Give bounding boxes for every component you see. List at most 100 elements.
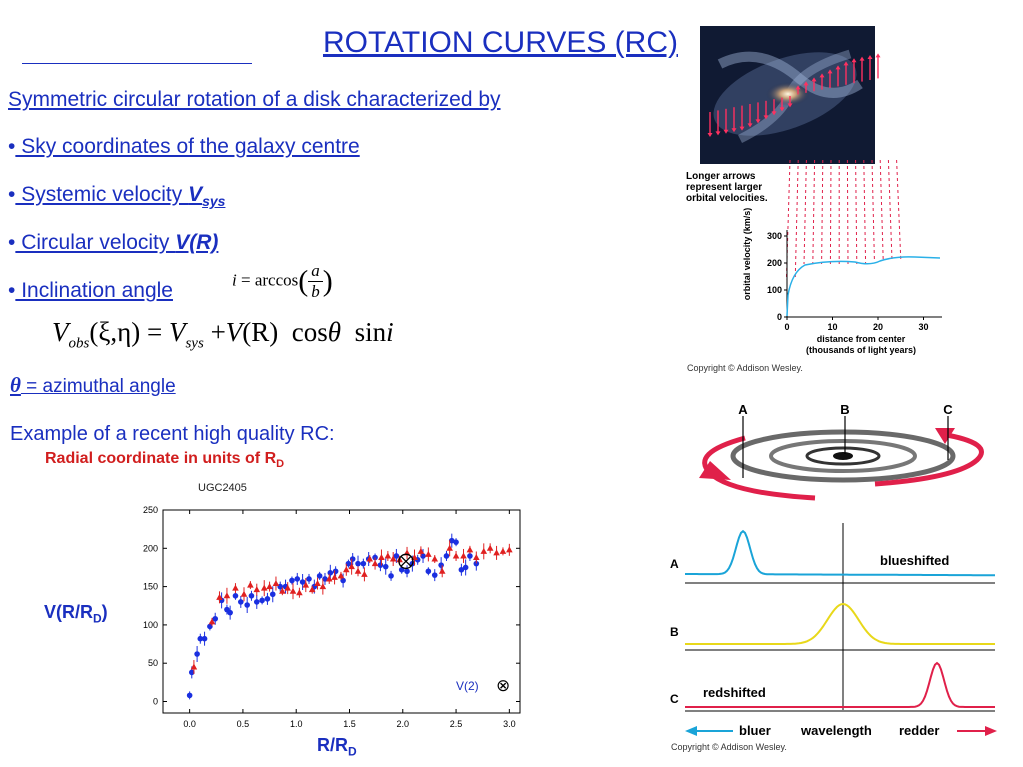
velocity-arrowhead <box>755 119 761 124</box>
data-point-triangle <box>216 593 223 600</box>
data-point-circle <box>227 609 233 616</box>
data-point-triangle <box>348 563 355 570</box>
velocity-arrowhead <box>811 77 817 82</box>
data-point-circle <box>322 576 328 582</box>
data-point-triangle <box>361 570 368 577</box>
data-point-triangle <box>302 581 310 588</box>
velocity-arrows <box>707 53 881 137</box>
galaxy-copyright: Copyright © Addison Wesley. <box>687 363 803 373</box>
galaxy-x-tick-label: 10 <box>827 322 837 332</box>
data-point-circle <box>360 560 367 567</box>
data-point-circle <box>244 602 250 608</box>
data-point-triangle <box>466 546 474 553</box>
row-label-a: A <box>670 557 679 571</box>
velocity-formula: Vobs(ξ,η) = Vsys +V(R) cosθ sini <box>52 317 394 352</box>
projection-line <box>812 160 816 265</box>
redshifted-label: redshifted <box>703 685 766 700</box>
velocity-arrowhead <box>715 131 721 136</box>
data-point-circle <box>299 579 306 585</box>
velocity-arrowhead <box>875 53 881 58</box>
data-point-circle <box>332 568 339 575</box>
data-point-circle <box>462 564 469 571</box>
velocity-arrowhead <box>851 58 857 63</box>
data-point-triangle <box>232 584 239 591</box>
data-point-triangle <box>253 586 261 593</box>
data-point-triangle <box>308 586 316 593</box>
data-point-circle <box>248 592 255 599</box>
doppler-copyright: Copyright © Addison Wesley. <box>671 742 787 752</box>
velocity-arrowhead <box>707 133 713 137</box>
data-point-circle <box>443 553 450 559</box>
bluer-label: bluer <box>739 723 771 738</box>
data-point-triangle <box>446 544 453 551</box>
data-point-circle <box>207 623 213 630</box>
x-tick-label: 0.0 <box>183 719 196 729</box>
galaxy-y-tick-label: 300 <box>767 231 782 241</box>
data-point-triangle <box>452 552 460 559</box>
projection-line <box>846 160 849 265</box>
data-point-circle <box>194 651 200 657</box>
projection-line <box>896 160 902 261</box>
data-point-triangle <box>342 566 350 573</box>
data-point-circle <box>197 635 204 642</box>
data-point-triangle <box>425 550 432 557</box>
y-tick-label: 50 <box>148 658 158 668</box>
data-point-triangle <box>354 567 362 574</box>
galaxy-xlabel-line1: distance from center <box>817 334 906 344</box>
projection-line <box>879 160 884 261</box>
data-point-triangle <box>208 618 216 625</box>
data-point-circle <box>458 566 465 573</box>
data-point-triangle <box>486 544 494 551</box>
spiral-arm <box>717 51 863 98</box>
data-point-circle <box>294 576 301 582</box>
data-point-triangle <box>289 587 297 594</box>
data-point-triangle <box>260 584 268 591</box>
velocity-arrowhead <box>779 107 785 112</box>
blueshifted-label: blueshifted <box>880 553 949 568</box>
x-tick-label: 2.0 <box>397 719 410 729</box>
rotation-curve-line <box>786 256 941 317</box>
velocity-arrowhead <box>723 129 729 134</box>
example-text: Example of a recent high quality RC: <box>10 423 335 445</box>
y-tick-label: 100 <box>143 620 158 630</box>
y-tick-label: 200 <box>143 543 158 553</box>
data-point-circle <box>377 562 384 568</box>
x-tick-label: 3.0 <box>503 719 516 729</box>
data-point-triangle <box>319 583 327 590</box>
data-point-triangle <box>314 580 321 587</box>
projection-line <box>863 160 867 265</box>
data-point-circle <box>269 591 276 598</box>
data-point-triangle <box>438 567 446 574</box>
galaxy-y-tick-label: 0 <box>777 312 782 322</box>
data-point-circle <box>349 556 356 562</box>
inclination-formula: i = arccos(a b) <box>232 261 333 301</box>
velocity-arrowhead <box>795 85 801 90</box>
data-point-circle <box>232 592 239 599</box>
galaxy-x-tick-label: 30 <box>918 322 928 332</box>
data-point-triangle <box>266 583 273 590</box>
galaxy-ylabel: orbital velocity (km/s) <box>742 208 752 301</box>
velocity-arrowhead <box>827 69 833 74</box>
galaxy-x-tick-label: 20 <box>873 322 883 332</box>
data-point-circle <box>188 669 195 676</box>
data-point-circle <box>212 615 219 622</box>
doppler-figure: A B C A B C blueshifted redshifted bluer… <box>670 402 997 752</box>
galaxy-xlabel-line2: (thousands of light years) <box>806 345 916 355</box>
velocity-arrowhead <box>731 128 737 133</box>
x-tick-label: 0.5 <box>237 719 250 729</box>
galaxy-x-tick-label: 0 <box>784 322 789 332</box>
projection-line <box>855 160 858 265</box>
spectrum-b <box>685 602 995 645</box>
data-point-triangle <box>331 573 338 580</box>
data-point-circle <box>425 568 432 575</box>
data-point-triangle <box>493 549 500 556</box>
velocity-arrowhead <box>819 73 825 78</box>
data-point-circle <box>289 577 295 584</box>
data-point-circle <box>467 553 473 559</box>
projection-lines <box>785 160 902 281</box>
data-point-circle <box>355 560 361 567</box>
data-point-triangle <box>279 587 286 594</box>
velocity-arrowhead <box>771 111 777 116</box>
v2-marker <box>398 553 414 569</box>
data-point-triangle <box>371 560 379 567</box>
